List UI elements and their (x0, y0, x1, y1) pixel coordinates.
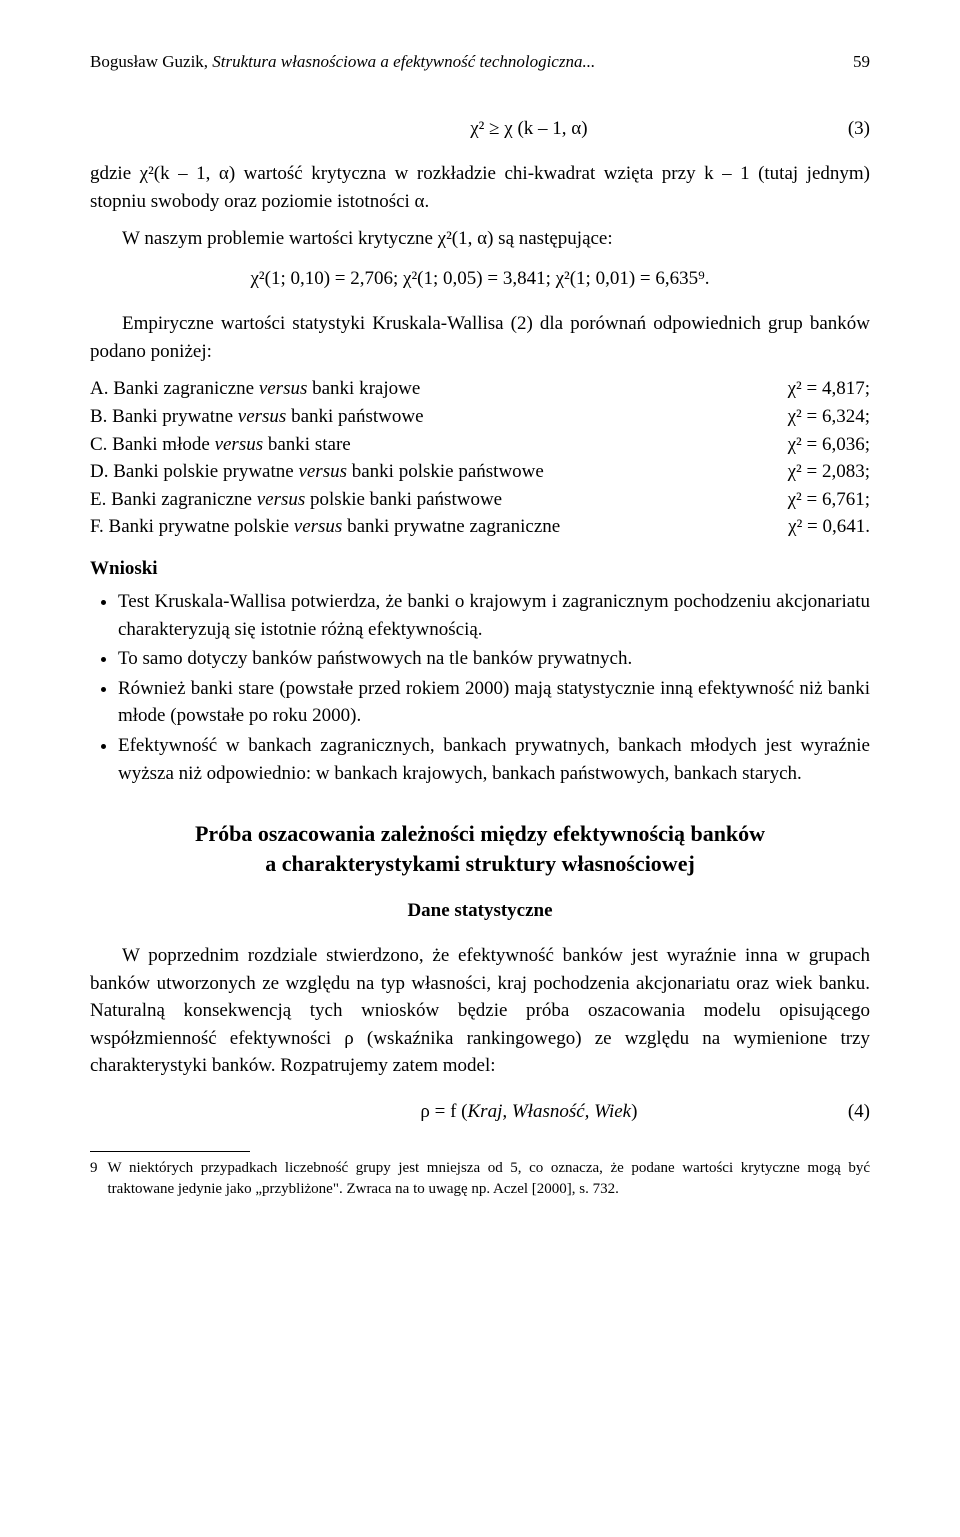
comparison-value: χ² = 4,817; (778, 375, 870, 403)
paragraph-3: Empiryczne wartości statystyki Kruskala-… (90, 310, 870, 365)
wnioski-heading: Wnioski (90, 555, 870, 583)
footnote-number: 9 (90, 1158, 108, 1199)
formula-4-number: (4) (828, 1098, 870, 1126)
conclusion-item: Efektywność w bankach zagranicznych, ban… (118, 732, 870, 787)
paragraph-4: W poprzednim rozdziale stwierdzono, że e… (90, 942, 870, 1080)
comparison-left: A. Banki zagraniczne versus banki krajow… (90, 375, 778, 403)
comparison-row: B. Banki prywatne versus banki państwowe… (90, 403, 870, 431)
footnote-rule (90, 1151, 250, 1152)
sub-section-title: Dane statystyczne (90, 897, 870, 925)
page-number: 59 (853, 50, 870, 75)
conclusions-list: Test Kruskala-Wallisa potwierdza, że ban… (90, 588, 870, 787)
comparison-left: F. Banki prywatne polskie versus banki p… (90, 513, 778, 541)
comparison-left: C. Banki młode versus banki stare (90, 431, 778, 459)
paragraph-2: W naszym problemie wartości krytyczne χ²… (90, 225, 870, 253)
formula-3: χ² ≥ χ (k – 1, α) (3) (90, 115, 870, 143)
running-header: Bogusław Guzik, Struktura własnościowa a… (90, 50, 870, 75)
header-title-fragment: Struktura własnościowa a efektywność tec… (212, 52, 595, 71)
conclusion-item: Test Kruskala-Wallisa potwierdza, że ban… (118, 588, 870, 643)
comparison-value: χ² = 2,083; (778, 458, 870, 486)
formula-4-expression: ρ = f (Kraj, Własność, Wiek) (90, 1098, 828, 1126)
comparison-row: C. Banki młode versus banki stare χ² = 6… (90, 431, 870, 459)
section-title: Próba oszacowania zależności między efek… (90, 819, 870, 878)
header-left: Bogusław Guzik, Struktura własnościowa a… (90, 50, 595, 75)
chi-critical-values: χ²(1; 0,10) = 2,706; χ²(1; 0,05) = 3,841… (90, 265, 870, 293)
comparison-list: A. Banki zagraniczne versus banki krajow… (90, 375, 870, 540)
footnote-text: W niektórych przypadkach liczebność grup… (108, 1158, 871, 1199)
comparison-value: χ² = 0,641. (778, 513, 870, 541)
comparison-left: E. Banki zagraniczne versus polskie bank… (90, 486, 778, 514)
formula-4: ρ = f (Kraj, Własność, Wiek) (4) (90, 1098, 870, 1126)
conclusion-item: To samo dotyczy banków państwowych na tl… (118, 645, 870, 673)
comparison-left: B. Banki prywatne versus banki państwowe (90, 403, 778, 431)
formula-3-number: (3) (828, 115, 870, 143)
comparison-value: χ² = 6,324; (778, 403, 870, 431)
comparison-row: E. Banki zagraniczne versus polskie bank… (90, 486, 870, 514)
comparison-left: D. Banki polskie prywatne versus banki p… (90, 458, 778, 486)
comparison-row: F. Banki prywatne polskie versus banki p… (90, 513, 870, 541)
formula-3-expression: χ² ≥ χ (k – 1, α) (90, 115, 828, 143)
comparison-row: D. Banki polskie prywatne versus banki p… (90, 458, 870, 486)
footnote-9: 9 W niektórych przypadkach liczebność gr… (90, 1158, 870, 1199)
conclusion-item: Również banki stare (powstałe przed roki… (118, 675, 870, 730)
comparison-value: χ² = 6,036; (778, 431, 870, 459)
paragraph-1: gdzie χ²(k – 1, α) wartość krytyczna w r… (90, 160, 870, 215)
header-author: Bogusław Guzik, (90, 52, 212, 71)
comparison-row: A. Banki zagraniczne versus banki krajow… (90, 375, 870, 403)
comparison-value: χ² = 6,761; (778, 486, 870, 514)
